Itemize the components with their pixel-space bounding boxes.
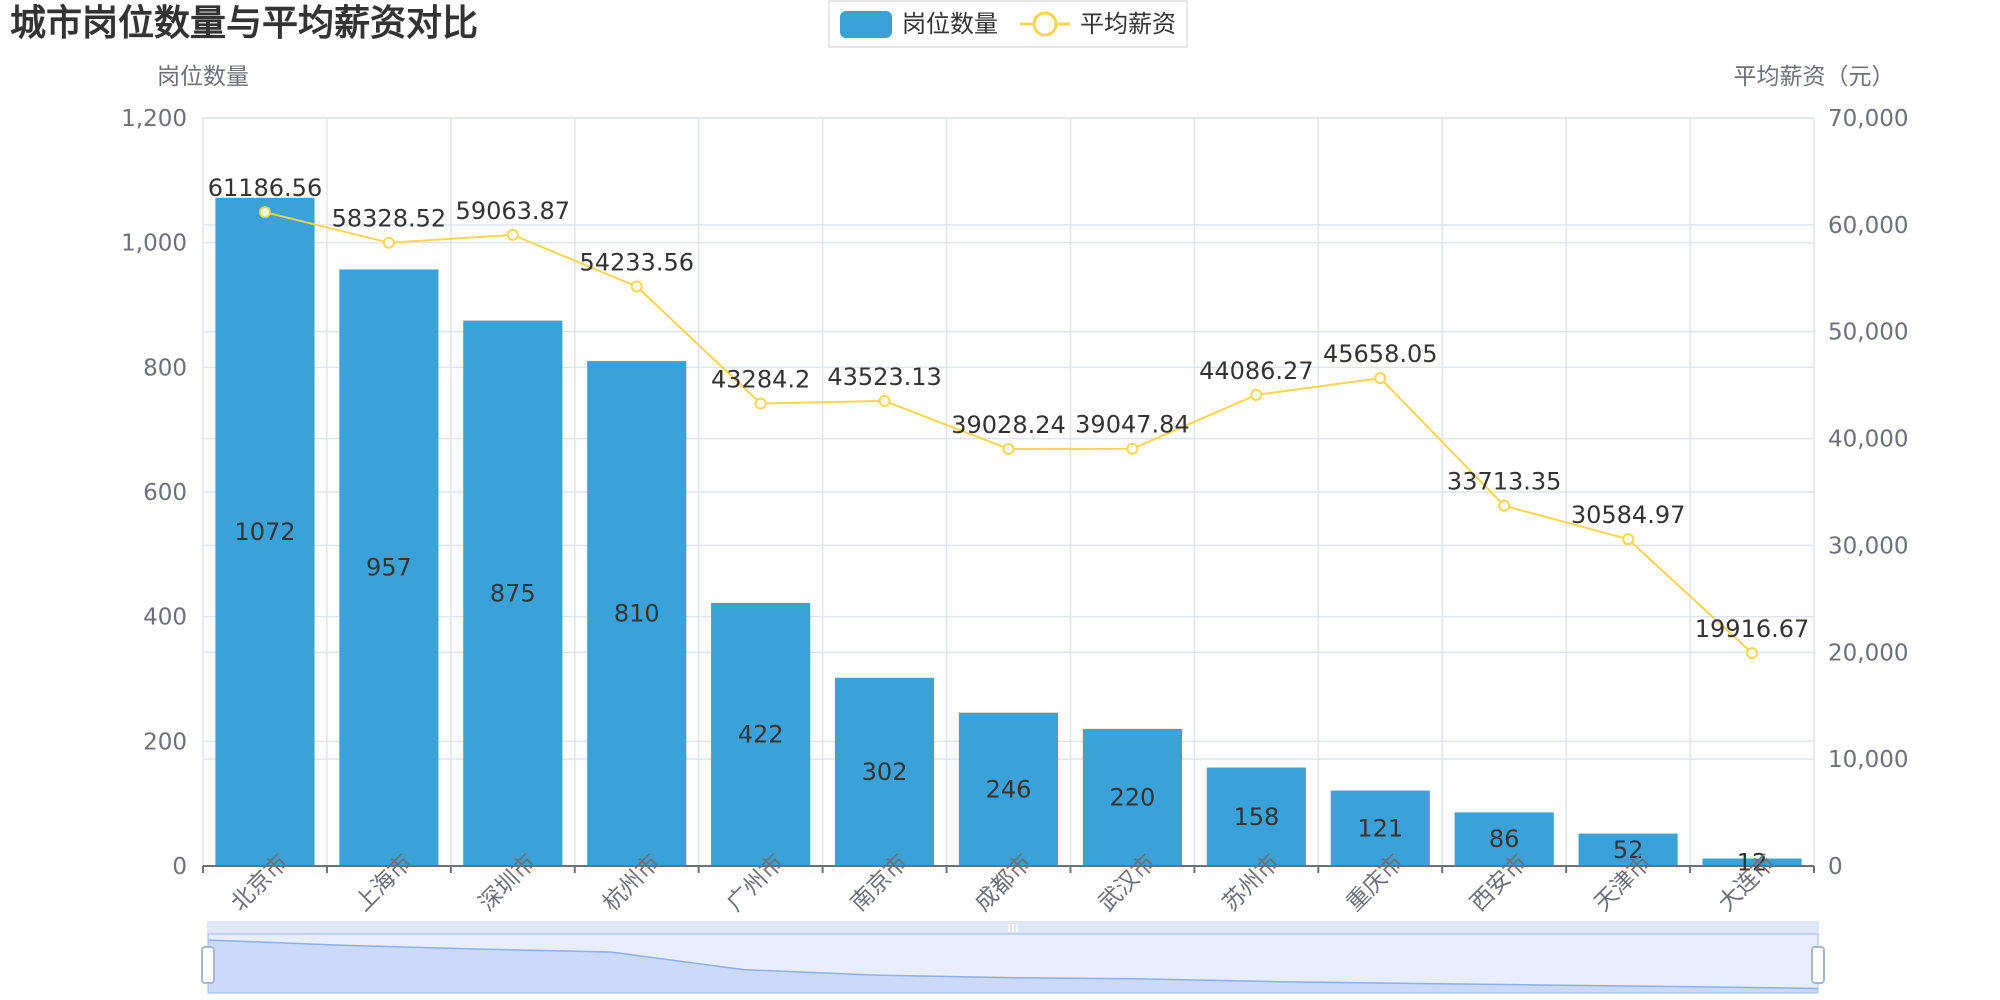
data-zoom-preview-line bbox=[207, 939, 1819, 990]
data-zoom-slider[interactable] bbox=[201, 921, 1825, 994]
bar-value-label: 1072 bbox=[234, 518, 295, 546]
line-value-label: 43284.2 bbox=[711, 365, 810, 393]
bar[interactable] bbox=[711, 602, 811, 866]
line-value-label: 33713.35 bbox=[1447, 468, 1562, 496]
bar[interactable] bbox=[1702, 858, 1802, 866]
data-zoom-handle-end[interactable] bbox=[1811, 946, 1825, 984]
bar[interactable] bbox=[1330, 790, 1430, 866]
bar-value-label: 422 bbox=[738, 720, 784, 748]
data-zoom-preview-area bbox=[208, 940, 1818, 993]
line-value-label: 43523.13 bbox=[827, 363, 942, 391]
line-point[interactable] bbox=[506, 228, 519, 241]
bar-value-label: 158 bbox=[1233, 803, 1279, 831]
bar-value-label: 810 bbox=[614, 600, 660, 628]
y-right-tick-label: 30,000 bbox=[1828, 533, 1908, 559]
line-value-label: 44086.27 bbox=[1199, 357, 1314, 385]
bar[interactable] bbox=[1082, 728, 1182, 866]
legend-line-marker[interactable] bbox=[1032, 11, 1058, 37]
data-zoom-selected-range[interactable] bbox=[207, 933, 1819, 994]
y-left-tick-label: 400 bbox=[143, 605, 187, 631]
y-right-tick-label: 40,000 bbox=[1828, 427, 1908, 453]
line-value-label: 19916.67 bbox=[1695, 615, 1810, 643]
line-value-label: 61186.56 bbox=[208, 174, 323, 202]
bar-series bbox=[215, 197, 1802, 867]
y-right-tick-label: 70,000 bbox=[1828, 106, 1908, 132]
bar-value-label: 220 bbox=[1110, 783, 1156, 811]
bar-value-label: 121 bbox=[1357, 814, 1403, 842]
bar[interactable] bbox=[1454, 812, 1554, 866]
bar[interactable] bbox=[339, 269, 439, 867]
y-right-tick-label: 50,000 bbox=[1828, 320, 1908, 346]
line-point[interactable] bbox=[754, 397, 767, 410]
y-right-tick-label: 10,000 bbox=[1828, 747, 1908, 773]
y-right-tick-label: 0 bbox=[1828, 854, 1843, 880]
y-left-tick-label: 1,200 bbox=[121, 106, 187, 132]
bar-value-label: 302 bbox=[862, 758, 908, 786]
legend-bar-swatch[interactable] bbox=[840, 11, 892, 38]
legend-bar-label[interactable]: 岗位数量 bbox=[902, 10, 998, 38]
line-value-label: 39047.84 bbox=[1075, 411, 1190, 439]
line-value-label: 54233.56 bbox=[579, 248, 694, 276]
bar-value-label: 246 bbox=[986, 775, 1032, 803]
bar[interactable] bbox=[1578, 833, 1678, 866]
line-point[interactable] bbox=[878, 394, 891, 407]
bar-value-label: 12 bbox=[1737, 848, 1768, 876]
bar[interactable] bbox=[215, 197, 315, 866]
bar[interactable] bbox=[1206, 767, 1306, 866]
line-value-label: 58328.52 bbox=[332, 205, 447, 233]
bar-value-label: 86 bbox=[1489, 825, 1520, 853]
line-point[interactable] bbox=[258, 206, 271, 219]
y-left-axis-name: 岗位数量 bbox=[157, 64, 249, 90]
line-point[interactable] bbox=[1622, 533, 1635, 546]
bar[interactable] bbox=[587, 361, 687, 866]
line-point[interactable] bbox=[1746, 647, 1759, 660]
line-point[interactable] bbox=[630, 280, 643, 293]
bar-value-label: 957 bbox=[366, 554, 412, 582]
line-value-label: 30584.97 bbox=[1571, 501, 1686, 529]
y-right-tick-label: 60,000 bbox=[1828, 213, 1908, 239]
line-point[interactable] bbox=[1002, 442, 1015, 455]
y-left-tick-label: 600 bbox=[143, 480, 187, 506]
line-point[interactable] bbox=[1126, 442, 1139, 455]
bar[interactable] bbox=[835, 677, 935, 866]
line-value-label: 59063.87 bbox=[456, 197, 571, 225]
line-value-label: 39028.24 bbox=[951, 411, 1066, 439]
y-left-tick-label: 1,000 bbox=[121, 231, 187, 257]
line-point[interactable] bbox=[1250, 388, 1263, 401]
line-series bbox=[258, 206, 1759, 660]
legend[interactable]: 岗位数量 平均薪资 bbox=[828, 0, 1188, 48]
y-right-axis-name: 平均薪资（元） bbox=[1734, 64, 1895, 90]
bar[interactable] bbox=[958, 712, 1059, 866]
y-right-tick-label: 20,000 bbox=[1828, 640, 1908, 666]
line-point[interactable] bbox=[1498, 499, 1511, 512]
chart-title: 城市岗位数量与平均薪资对比 bbox=[10, 3, 478, 44]
bar-value-label: 875 bbox=[490, 579, 536, 607]
y-left-tick-label: 800 bbox=[143, 355, 187, 381]
data-zoom-handle-start[interactable] bbox=[201, 946, 215, 984]
y-left-tick-label: 200 bbox=[143, 729, 187, 755]
line-point[interactable] bbox=[1374, 372, 1387, 385]
y-left-tick-label: 0 bbox=[172, 854, 187, 880]
legend-line-label[interactable]: 平均薪资 bbox=[1080, 10, 1176, 38]
bar-value-label: 52 bbox=[1613, 836, 1644, 864]
line-point[interactable] bbox=[382, 236, 395, 249]
line-value-label: 45658.05 bbox=[1323, 340, 1438, 368]
bar[interactable] bbox=[463, 320, 563, 866]
